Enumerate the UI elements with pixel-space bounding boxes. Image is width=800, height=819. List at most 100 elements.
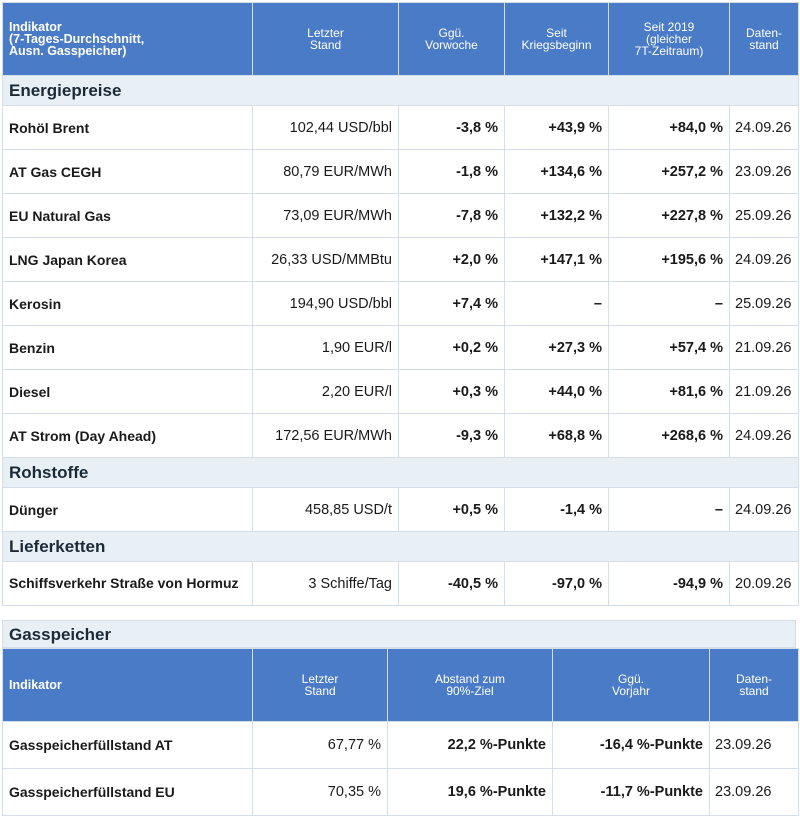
- header-label-date: Daten- stand: [745, 26, 783, 52]
- change-week: -1,8 %: [398, 149, 505, 194]
- section-title: Lieferketten: [2, 531, 799, 562]
- data-date: 23.09.26: [729, 149, 799, 194]
- header-label-week: Ggü. Vorwoche: [425, 26, 478, 52]
- data-date: 20.09.26: [729, 561, 799, 606]
- table-row: Gasspeicherfüllstand EU 70,35 % 19,6 %-Pun…: [2, 768, 799, 816]
- col-header-indicator: Indikator (7-Tages-Durchschnitt, Ausn. G…: [2, 2, 253, 76]
- table-row: Schiffsverkehr Straße von Hormuz 3 Schiff…: [2, 561, 799, 606]
- last-value: 1,90 EUR/l: [252, 325, 399, 370]
- gas-change-prev-year: -11,7 %-Punkte: [552, 768, 710, 816]
- col-header-week: Ggü. Vorwoche: [398, 2, 505, 76]
- indicator-name: Benzin: [2, 325, 253, 370]
- change-since-2019: +57,4 %: [608, 325, 730, 370]
- table-body: Energiepreise Rohöl Brent 102,44 USD/bbl -3…: [2, 75, 799, 606]
- gas-target-gap: 19,6 %-Punkte: [387, 768, 553, 816]
- data-date: 21.09.26: [729, 369, 799, 414]
- table-row: LNG Japan Korea 26,33 USD/MMBtu +2,0 % +147…: [2, 237, 799, 282]
- change-since-war: +68,8 %: [504, 413, 609, 458]
- change-week: +7,4 %: [398, 281, 505, 326]
- table-header: Indikator (7-Tages-Durchschnitt, Ausn. G…: [2, 2, 799, 76]
- last-value: 26,33 USD/MMBtu: [252, 237, 399, 282]
- last-value: 80,79 EUR/MWh: [252, 149, 399, 194]
- last-value: 73,09 EUR/MWh: [252, 193, 399, 238]
- change-since-war: +132,2 %: [504, 193, 609, 238]
- change-since-war: –: [504, 281, 609, 326]
- data-date: 25.09.26: [729, 193, 799, 238]
- change-week: -7,8 %: [398, 193, 505, 238]
- indicator-name: Schiffsverkehr Straße von Hormuz: [2, 561, 253, 606]
- gas-data-date: 23.09.26: [709, 721, 799, 769]
- change-since-war: +147,1 %: [504, 237, 609, 282]
- section-title: Rohstoffe: [2, 457, 799, 488]
- table-row: EU Natural Gas 73,09 EUR/MWh -7,8 % +132,2 …: [2, 193, 799, 238]
- indicator-name: LNG Japan Korea: [2, 237, 253, 282]
- change-week: +2,0 %: [398, 237, 505, 282]
- gas-section-title: Gasspeicher: [2, 620, 796, 648]
- gas-indicator-name: Gasspeicherfüllstand AT: [2, 721, 253, 769]
- change-since-2019: +227,8 %: [608, 193, 730, 238]
- col-header-date: Daten- stand: [729, 2, 799, 76]
- header-label-war: Seit Kriegsbeginn: [521, 26, 592, 52]
- change-week: -40,5 %: [398, 561, 505, 606]
- change-since-war: +44,0 %: [504, 369, 609, 414]
- data-date: 24.09.26: [729, 105, 799, 150]
- energy-indicator-table: Indikator (7-Tages-Durchschnitt, Ausn. G…: [2, 2, 799, 606]
- change-since-2019: -94,9 %: [608, 561, 730, 606]
- last-value: 172,56 EUR/MWh: [252, 413, 399, 458]
- indicator-name: Rohöl Brent: [2, 105, 253, 150]
- gas-change-prev-year: -16,4 %-Punkte: [552, 721, 710, 769]
- table-row: Gasspeicherfüllstand AT 67,77 % 22,2 %-Pun…: [2, 721, 799, 769]
- gas-table-body: Gasspeicherfüllstand AT 67,77 % 22,2 %-Pun…: [2, 721, 799, 816]
- gas-header-label-indicator: Indikator: [9, 678, 62, 692]
- change-since-war: -1,4 %: [504, 487, 609, 532]
- data-date: 25.09.26: [729, 281, 799, 326]
- indicator-name: Diesel: [2, 369, 253, 414]
- last-value: 102,44 USD/bbl: [252, 105, 399, 150]
- last-value: 3 Schiffe/Tag: [252, 561, 399, 606]
- gas-storage-table: Indikator Letzter Stand Abstand zum 90%-…: [2, 648, 799, 816]
- change-since-2019: +84,0 %: [608, 105, 730, 150]
- indicator-name: AT Gas CEGH: [2, 149, 253, 194]
- col-header-2019: Seit 2019 (gleicher 7T-Zeitraum): [608, 2, 730, 76]
- section-title: Energiepreise: [2, 75, 799, 106]
- change-since-war: +134,6 %: [504, 149, 609, 194]
- change-week: +0,3 %: [398, 369, 505, 414]
- data-date: 24.09.26: [729, 487, 799, 532]
- gas-table-header: Indikator Letzter Stand Abstand zum 90%-…: [2, 648, 799, 722]
- table-row: AT Strom (Day Ahead) 172,56 EUR/MWh -9,3 %…: [2, 413, 799, 458]
- change-since-2019: +257,2 %: [608, 149, 730, 194]
- gas-header-label-prev-year: Ggü. Vorjahr: [611, 672, 651, 698]
- change-since-2019: –: [608, 281, 730, 326]
- gas-col-header-last: Letzter Stand: [252, 648, 388, 722]
- header-label-2019: Seit 2019 (gleicher 7T-Zeitraum): [634, 20, 704, 58]
- table-row: AT Gas CEGH 80,79 EUR/MWh -1,8 % +134,6 % +2…: [2, 149, 799, 194]
- header-label-last: Letzter Stand: [307, 26, 344, 52]
- indicator-name: Dünger: [2, 487, 253, 532]
- section-row: Lieferketten: [2, 531, 799, 562]
- gas-last-value: 67,77 %: [252, 721, 388, 769]
- table-row: Dünger 458,85 USD/t +0,5 % -1,4 % –24.09.26: [2, 487, 799, 532]
- gas-col-header-target: Abstand zum 90%-Ziel: [387, 648, 553, 722]
- indicator-name: Kerosin: [2, 281, 253, 326]
- section-row: Energiepreise: [2, 75, 799, 106]
- indicator-name: AT Strom (Day Ahead): [2, 413, 253, 458]
- change-week: -3,8 %: [398, 105, 505, 150]
- change-since-2019: +195,6 %: [608, 237, 730, 282]
- indicator-name: EU Natural Gas: [2, 193, 253, 238]
- gas-last-value: 70,35 %: [252, 768, 388, 816]
- col-header-war: Seit Kriegsbeginn: [504, 2, 609, 76]
- change-since-2019: +81,6 %: [608, 369, 730, 414]
- gas-header-label-last: Letzter Stand: [301, 672, 339, 698]
- gas-header-label-date: Daten- stand: [735, 672, 773, 698]
- table-row: Rohöl Brent 102,44 USD/bbl -3,8 % +43,9 % +8…: [2, 105, 799, 150]
- table-row: Kerosin 194,90 USD/bbl +7,4 % – –25.09.26: [2, 281, 799, 326]
- header-label-indicator: Indikator (7-Tages-Durchschnitt, Ausn. G…: [9, 20, 145, 58]
- gas-target-gap: 22,2 %-Punkte: [387, 721, 553, 769]
- last-value: 458,85 USD/t: [252, 487, 399, 532]
- gas-col-header-prev-year: Ggü. Vorjahr: [552, 648, 710, 722]
- change-since-2019: –: [608, 487, 730, 532]
- last-value: 194,90 USD/bbl: [252, 281, 399, 326]
- gas-col-header-date: Daten- stand: [709, 648, 799, 722]
- gas-col-header-indicator: Indikator: [2, 648, 253, 722]
- gas-indicator-name: Gasspeicherfüllstand EU: [2, 768, 253, 816]
